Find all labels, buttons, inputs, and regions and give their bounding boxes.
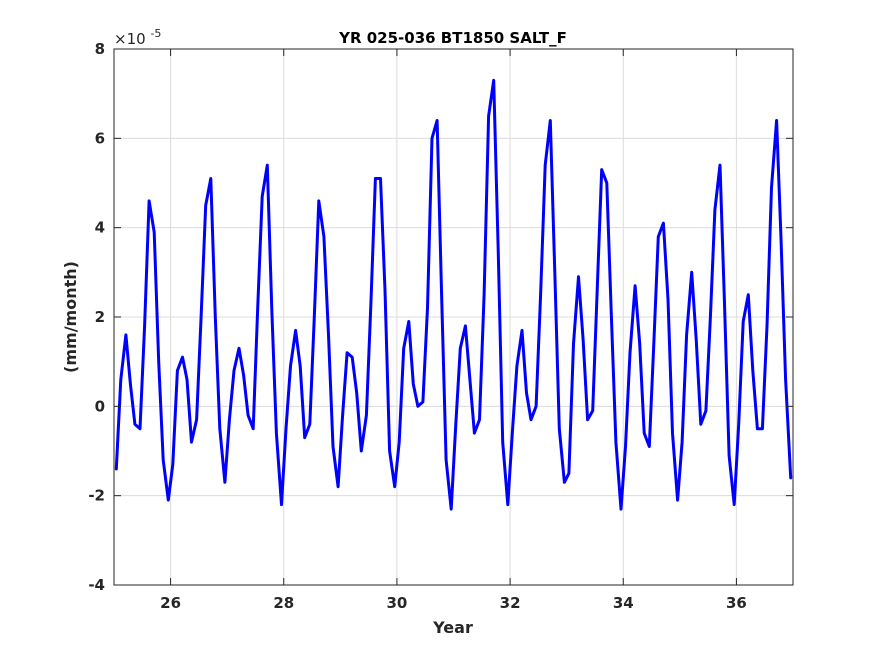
y-axis-exponent: ×10 -5	[114, 27, 161, 48]
y-tick-label: 8	[95, 40, 105, 58]
x-tick-label: 36	[726, 594, 747, 612]
x-tick-label: 32	[500, 594, 521, 612]
series-layer	[114, 78, 793, 511]
tick-marks	[114, 48, 793, 586]
tick-labels: 26 28 30 32 34 36 -4 -2 0 2 4 6 8	[88, 40, 747, 612]
y-tick-label: -4	[88, 576, 105, 594]
x-tick-label: 30	[386, 594, 407, 612]
y-tick-label: 6	[95, 129, 105, 147]
x-axis-title: Year	[432, 618, 473, 637]
y-axis-title: (mm/month)	[61, 261, 80, 373]
x-tick-label: 34	[613, 594, 634, 612]
series-line	[114, 78, 793, 511]
y-tick-label: -2	[88, 487, 105, 505]
y-axis-exponent-power: -5	[150, 27, 161, 40]
x-tick-label: 28	[273, 594, 294, 612]
y-tick-label: 2	[95, 308, 105, 326]
y-tick-label: 0	[95, 397, 105, 415]
chart-title: YR 025-036 BT1850 SALT_F	[338, 29, 567, 47]
y-tick-label: 4	[95, 219, 105, 237]
x-tick-label: 26	[160, 594, 181, 612]
y-axis-exponent-base: ×10	[114, 30, 146, 48]
